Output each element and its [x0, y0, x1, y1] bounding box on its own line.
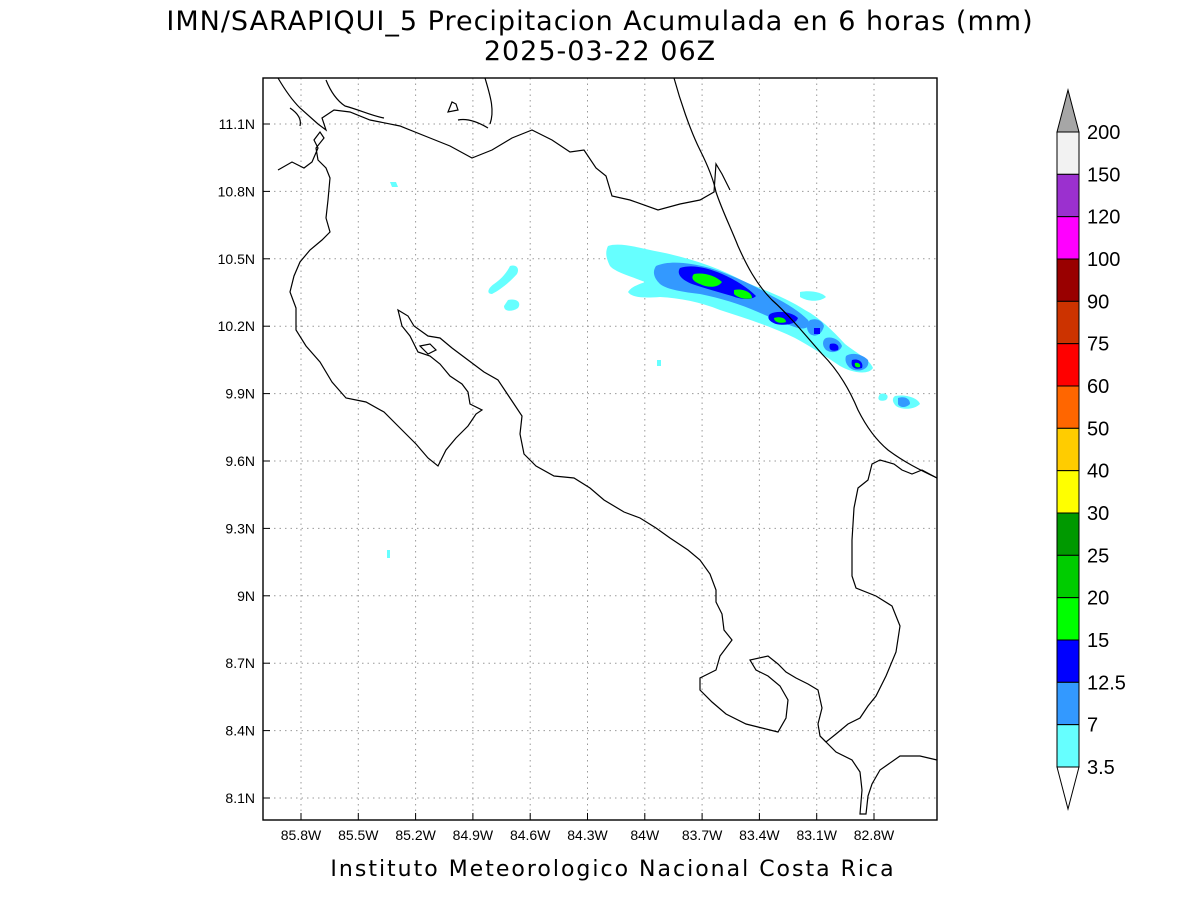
precip-band-15	[692, 273, 861, 368]
lon-tick-label: 84.6W	[510, 827, 551, 843]
colorbar-label: 40	[1087, 461, 1109, 483]
chart-title: IMN/SARAPIQUI_5 Precipitacion Acumulada …	[166, 6, 1033, 37]
colorbar-swatch	[1056, 258, 1080, 302]
colorbar-swatch	[1056, 597, 1080, 641]
colorbar-swatch	[1056, 639, 1080, 683]
colorbar-swatch	[1056, 385, 1080, 429]
colorbar-swatch	[1056, 173, 1080, 218]
latitude-axis: 11.1N 10.8N 10.5N 10.2N 9.9N 9.6N 9.3N 9N 8.7N 8.…	[218, 116, 270, 806]
lat-tick-label: 8.4N	[225, 723, 255, 739]
colorbar-swatch	[1056, 427, 1080, 472]
lon-tick-label: 84W	[630, 827, 660, 843]
colorbar-label: 30	[1087, 503, 1109, 525]
colorbar-legend: 200 150 120 100 90 75 60 50 40 30 25 20 15 12.5 7 3.5	[1056, 88, 1126, 811]
colorbar-swatch	[1056, 131, 1080, 175]
colorbar-label: 60	[1087, 376, 1109, 398]
colorbar-label: 3.5	[1087, 757, 1115, 779]
colorbar-label: 7	[1087, 715, 1098, 737]
lat-tick-label: 8.7N	[225, 655, 255, 671]
colorbar-label: 20	[1087, 588, 1109, 610]
colorbar-label: 100	[1087, 249, 1120, 271]
precipitation-field	[387, 182, 920, 558]
lon-tick-label: 82.8W	[854, 827, 895, 843]
colorbar-swatch	[1056, 554, 1080, 599]
colorbar-label: 75	[1087, 334, 1109, 356]
lon-tick-label: 84.9W	[453, 827, 494, 843]
colorbar-swatch	[1056, 681, 1080, 726]
colorbar-under-arrow	[1056, 766, 1080, 811]
lat-tick-label: 11.1N	[219, 116, 255, 132]
lon-tick-label: 84.3W	[567, 827, 608, 843]
colorbar-over-arrow	[1056, 88, 1080, 133]
colorbar-swatch	[1056, 300, 1080, 345]
colorbar-label: 25	[1087, 545, 1109, 567]
footer-credit: Instituto Meteorologico Nacional Costa R…	[330, 857, 895, 882]
colorbar-swatch	[1056, 216, 1080, 260]
lat-tick-label: 10.5N	[218, 251, 255, 267]
colorbar-swatch	[1056, 512, 1080, 556]
lon-tick-label: 83.4W	[739, 827, 780, 843]
lat-tick-label: 10.8N	[218, 183, 255, 199]
colorbar-label: 12.5	[1087, 672, 1126, 694]
colorbar-swatch	[1056, 724, 1080, 768]
map-frame	[262, 77, 938, 821]
lon-tick-label: 83.1W	[796, 827, 837, 843]
lat-tick-label: 8.1N	[225, 790, 255, 806]
longitude-axis: 85.8W 85.5W 85.2W 84.9W 84.6W 84.3W 84W 83.7W 83…	[281, 813, 895, 843]
chart-date: 2025-03-22 06Z	[484, 36, 716, 67]
colorbar-swatch	[1056, 470, 1080, 514]
colorbar-label: 120	[1087, 207, 1120, 229]
lat-tick-label: 10.2N	[218, 318, 255, 334]
coastlines	[277, 77, 938, 815]
colorbar-label: 150	[1087, 164, 1120, 186]
lat-tick-label: 9.3N	[225, 520, 255, 536]
lat-tick-label: 9.9N	[225, 386, 255, 402]
lon-tick-label: 85.8W	[281, 827, 322, 843]
lon-tick-label: 85.5W	[338, 827, 379, 843]
colorbar-label: 15	[1087, 630, 1109, 652]
map-panel	[262, 77, 938, 821]
colorbar-label: 90	[1087, 291, 1109, 313]
map-background	[263, 78, 937, 820]
colorbar-swatch	[1056, 343, 1080, 387]
lon-tick-label: 83.7W	[682, 827, 723, 843]
colorbar-label: 200	[1087, 122, 1120, 144]
lat-tick-label: 9.6N	[225, 453, 255, 469]
lat-tick-label: 9N	[237, 588, 255, 604]
lon-tick-label: 85.2W	[395, 827, 436, 843]
colorbar-label: 50	[1087, 418, 1109, 440]
